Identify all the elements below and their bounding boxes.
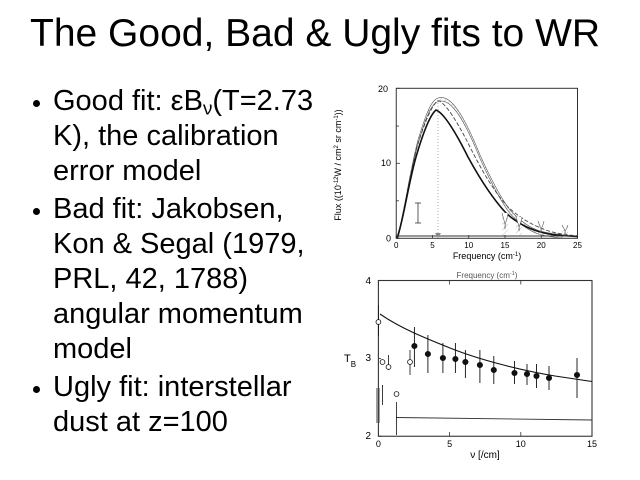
svg-text:15: 15: [501, 241, 510, 250]
svg-text:10: 10: [381, 158, 391, 168]
svg-text:20: 20: [378, 85, 388, 94]
svg-text:Frequency (cm-1): Frequency (cm-1): [457, 271, 518, 280]
svg-text:0: 0: [386, 234, 391, 244]
svg-text:10: 10: [516, 439, 526, 449]
svg-text:TB: TB: [344, 353, 356, 369]
svg-text:Frequency (cm-1): Frequency (cm-1): [453, 251, 521, 261]
svg-text:Flux ((10-12W / cm2 sr cm-1)): Flux ((10-12W / cm2 sr cm-1)): [333, 109, 343, 220]
svg-text:2: 2: [365, 431, 371, 442]
svg-text:0: 0: [394, 241, 399, 250]
svg-text:ν [/cm]: ν [/cm]: [470, 450, 500, 460]
svg-text:0: 0: [376, 439, 381, 449]
svg-text:20: 20: [537, 241, 546, 250]
svg-text:25: 25: [573, 241, 582, 250]
svg-text:4: 4: [365, 276, 371, 287]
svg-text:5: 5: [447, 439, 452, 449]
svg-text:5: 5: [430, 241, 435, 250]
svg-text:10: 10: [464, 241, 473, 250]
svg-text:15: 15: [587, 439, 597, 449]
svg-text:3: 3: [365, 353, 371, 364]
